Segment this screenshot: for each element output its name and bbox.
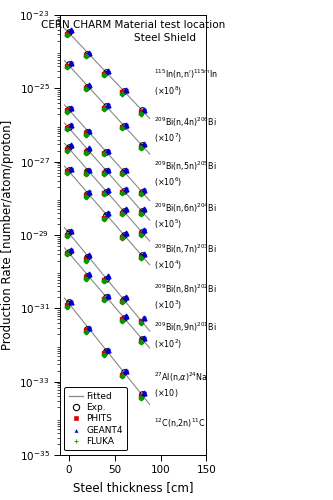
Text: $^{209}$Bi(n,7n)$^{203}$Bi: $^{209}$Bi(n,7n)$^{203}$Bi [154,242,217,256]
Text: CERN CHARM Material test location: CERN CHARM Material test location [41,20,225,30]
Text: $^{209}$Bi(n,4n)$^{206}$Bi: $^{209}$Bi(n,4n)$^{206}$Bi [154,116,217,129]
Text: ($\times$10$^{6}$): ($\times$10$^{6}$) [154,176,182,190]
Text: ($\times$10$^{3}$): ($\times$10$^{3}$) [154,298,182,312]
Text: $^{27}$Al(n,$\alpha$)$^{24}$Na: $^{27}$Al(n,$\alpha$)$^{24}$Na [154,370,208,384]
Text: ($\times$10): ($\times$10) [154,388,179,400]
Text: Steel Shield: Steel Shield [135,32,196,42]
Text: $^{209}$Bi(n,9n)$^{201}$Bi: $^{209}$Bi(n,9n)$^{201}$Bi [154,321,217,334]
Text: ($\times$10$^{2}$): ($\times$10$^{2}$) [154,337,182,350]
Text: $^{209}$Bi(n,8n)$^{202}$Bi: $^{209}$Bi(n,8n)$^{202}$Bi [154,282,217,296]
Legend: Fitted, Exp., PHITS, GEANT4, FLUKA: Fitted, Exp., PHITS, GEANT4, FLUKA [65,388,127,450]
Text: $^{12}$C(n,2n)$^{11}$C: $^{12}$C(n,2n)$^{11}$C [154,416,206,430]
X-axis label: Steel thickness [cm]: Steel thickness [cm] [73,481,193,494]
Text: ($\times$10$^{4}$): ($\times$10$^{4}$) [154,258,182,272]
Text: ($\times$10$^{8}$): ($\times$10$^{8}$) [154,84,182,98]
Y-axis label: Production Rate [number/atom/proton]: Production Rate [number/atom/proton] [1,120,14,350]
Text: ($\times$10$^{7}$): ($\times$10$^{7}$) [154,132,182,145]
Text: $^{115}$In(n,n$'$)$^{115m}$In: $^{115}$In(n,n$'$)$^{115m}$In [154,68,218,82]
Text: $^{209}$Bi(n,6n)$^{204}$Bi: $^{209}$Bi(n,6n)$^{204}$Bi [154,202,217,215]
Text: ($\times$10$^{5}$): ($\times$10$^{5}$) [154,218,182,232]
Text: $^{209}$Bi(n,5n)$^{205}$Bi: $^{209}$Bi(n,5n)$^{205}$Bi [154,160,217,173]
